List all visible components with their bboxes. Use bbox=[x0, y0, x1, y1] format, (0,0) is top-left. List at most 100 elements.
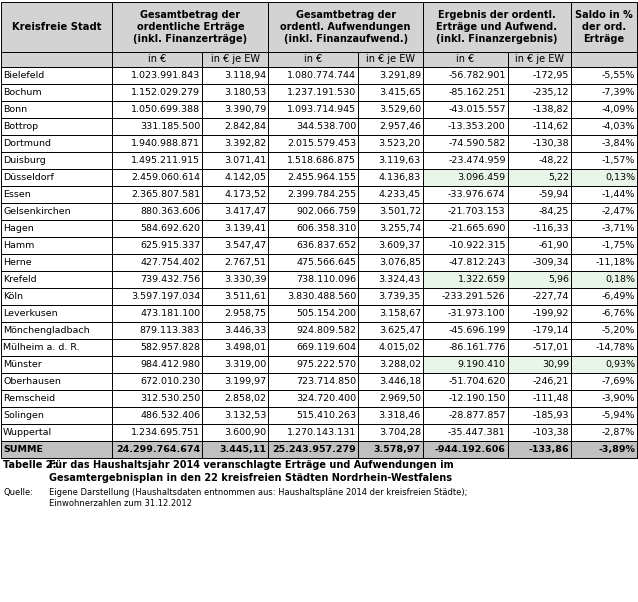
Bar bbox=[358, 390, 423, 407]
Bar bbox=[269, 52, 358, 67]
Bar bbox=[202, 305, 269, 322]
Text: 9.190.410: 9.190.410 bbox=[457, 360, 506, 369]
Text: 902.066.759: 902.066.759 bbox=[296, 207, 356, 216]
Bar bbox=[358, 441, 423, 458]
Text: -309,34: -309,34 bbox=[532, 258, 569, 267]
Text: Bonn: Bonn bbox=[3, 105, 27, 114]
Bar bbox=[508, 152, 571, 169]
Text: Tabelle 2:: Tabelle 2: bbox=[3, 460, 57, 470]
Text: 739.432.756: 739.432.756 bbox=[140, 275, 200, 284]
Bar bbox=[202, 101, 269, 118]
Bar bbox=[508, 203, 571, 220]
Text: -43.015.557: -43.015.557 bbox=[448, 105, 506, 114]
Bar bbox=[269, 390, 358, 407]
Bar bbox=[508, 271, 571, 288]
Bar bbox=[358, 288, 423, 305]
Bar bbox=[202, 118, 269, 135]
Bar bbox=[571, 2, 637, 52]
Bar bbox=[358, 84, 423, 101]
Bar bbox=[508, 101, 571, 118]
Bar bbox=[571, 152, 637, 169]
Bar bbox=[202, 84, 269, 101]
Text: Münster: Münster bbox=[3, 360, 41, 369]
Bar bbox=[508, 339, 571, 356]
Text: 427.754.402: 427.754.402 bbox=[140, 258, 200, 267]
Text: 473.181.100: 473.181.100 bbox=[140, 309, 200, 318]
Text: 879.113.383: 879.113.383 bbox=[140, 326, 200, 335]
Bar bbox=[112, 135, 202, 152]
Text: 486.532.406: 486.532.406 bbox=[140, 411, 200, 420]
Text: 984.412.980: 984.412.980 bbox=[140, 360, 200, 369]
Text: 2.767,51: 2.767,51 bbox=[225, 258, 266, 267]
Text: -86.161.776: -86.161.776 bbox=[449, 343, 506, 352]
Bar bbox=[112, 356, 202, 373]
Text: -1,44%: -1,44% bbox=[602, 190, 635, 199]
Bar bbox=[358, 305, 423, 322]
Text: 3.132,53: 3.132,53 bbox=[224, 411, 266, 420]
Bar bbox=[571, 305, 637, 322]
Bar bbox=[269, 101, 358, 118]
Text: 3.739,35: 3.739,35 bbox=[378, 292, 421, 301]
Bar bbox=[112, 52, 202, 67]
Text: Leverkusen: Leverkusen bbox=[3, 309, 57, 318]
Bar bbox=[112, 407, 202, 424]
Bar bbox=[1, 152, 112, 169]
Text: in €: in € bbox=[148, 55, 167, 64]
Text: Köln: Köln bbox=[3, 292, 23, 301]
Text: -5,55%: -5,55% bbox=[602, 71, 635, 80]
Text: Remscheid: Remscheid bbox=[3, 394, 55, 403]
Text: 1.023.991.843: 1.023.991.843 bbox=[131, 71, 200, 80]
Text: 3.139,41: 3.139,41 bbox=[224, 224, 266, 233]
Bar bbox=[358, 254, 423, 271]
Text: -56.782.901: -56.782.901 bbox=[449, 71, 506, 80]
Bar bbox=[508, 237, 571, 254]
Text: 1.234.695.751: 1.234.695.751 bbox=[131, 428, 200, 437]
Bar bbox=[269, 135, 358, 152]
Bar bbox=[202, 356, 269, 373]
Text: Solingen: Solingen bbox=[3, 411, 44, 420]
Text: 669.119.604: 669.119.604 bbox=[296, 343, 356, 352]
Text: -111,48: -111,48 bbox=[533, 394, 569, 403]
Text: Hagen: Hagen bbox=[3, 224, 34, 233]
Text: -138,82: -138,82 bbox=[532, 105, 569, 114]
Text: Herne: Herne bbox=[3, 258, 32, 267]
Bar bbox=[269, 152, 358, 169]
Text: 4.136,83: 4.136,83 bbox=[378, 173, 421, 182]
Bar bbox=[423, 288, 508, 305]
Text: -51.704.620: -51.704.620 bbox=[449, 377, 506, 386]
Text: Quelle:: Quelle: bbox=[3, 488, 33, 497]
Text: 3.390,79: 3.390,79 bbox=[224, 105, 266, 114]
Bar bbox=[112, 390, 202, 407]
Bar bbox=[508, 67, 571, 84]
Text: -114,62: -114,62 bbox=[533, 122, 569, 131]
Text: 3.597.197.034: 3.597.197.034 bbox=[131, 292, 200, 301]
Text: 3.119,63: 3.119,63 bbox=[378, 156, 421, 165]
Text: 582.957.828: 582.957.828 bbox=[140, 343, 200, 352]
Text: 3.600,90: 3.600,90 bbox=[224, 428, 266, 437]
Text: -13.353.200: -13.353.200 bbox=[448, 122, 506, 131]
Text: 3.330,39: 3.330,39 bbox=[224, 275, 266, 284]
Text: -74.590.582: -74.590.582 bbox=[449, 139, 506, 148]
Bar bbox=[1, 84, 112, 101]
Text: -14,78%: -14,78% bbox=[596, 343, 635, 352]
Bar bbox=[571, 67, 637, 84]
Bar bbox=[1, 67, 112, 84]
Bar bbox=[508, 135, 571, 152]
Text: Düsseldorf: Düsseldorf bbox=[3, 173, 54, 182]
Bar bbox=[423, 135, 508, 152]
Bar bbox=[202, 203, 269, 220]
Text: 2.969,50: 2.969,50 bbox=[379, 394, 421, 403]
Bar bbox=[423, 373, 508, 390]
Text: 672.010.230: 672.010.230 bbox=[140, 377, 200, 386]
Bar bbox=[358, 52, 423, 67]
Text: 3.704,28: 3.704,28 bbox=[379, 428, 421, 437]
Bar bbox=[112, 186, 202, 203]
Bar bbox=[269, 271, 358, 288]
Text: -10.922.315: -10.922.315 bbox=[448, 241, 506, 250]
Text: -84,25: -84,25 bbox=[538, 207, 569, 216]
Text: -12.190.150: -12.190.150 bbox=[449, 394, 506, 403]
Text: 3.511,61: 3.511,61 bbox=[224, 292, 266, 301]
Text: -3,89%: -3,89% bbox=[598, 445, 635, 454]
Bar bbox=[358, 220, 423, 237]
Text: 3.625,47: 3.625,47 bbox=[379, 326, 421, 335]
